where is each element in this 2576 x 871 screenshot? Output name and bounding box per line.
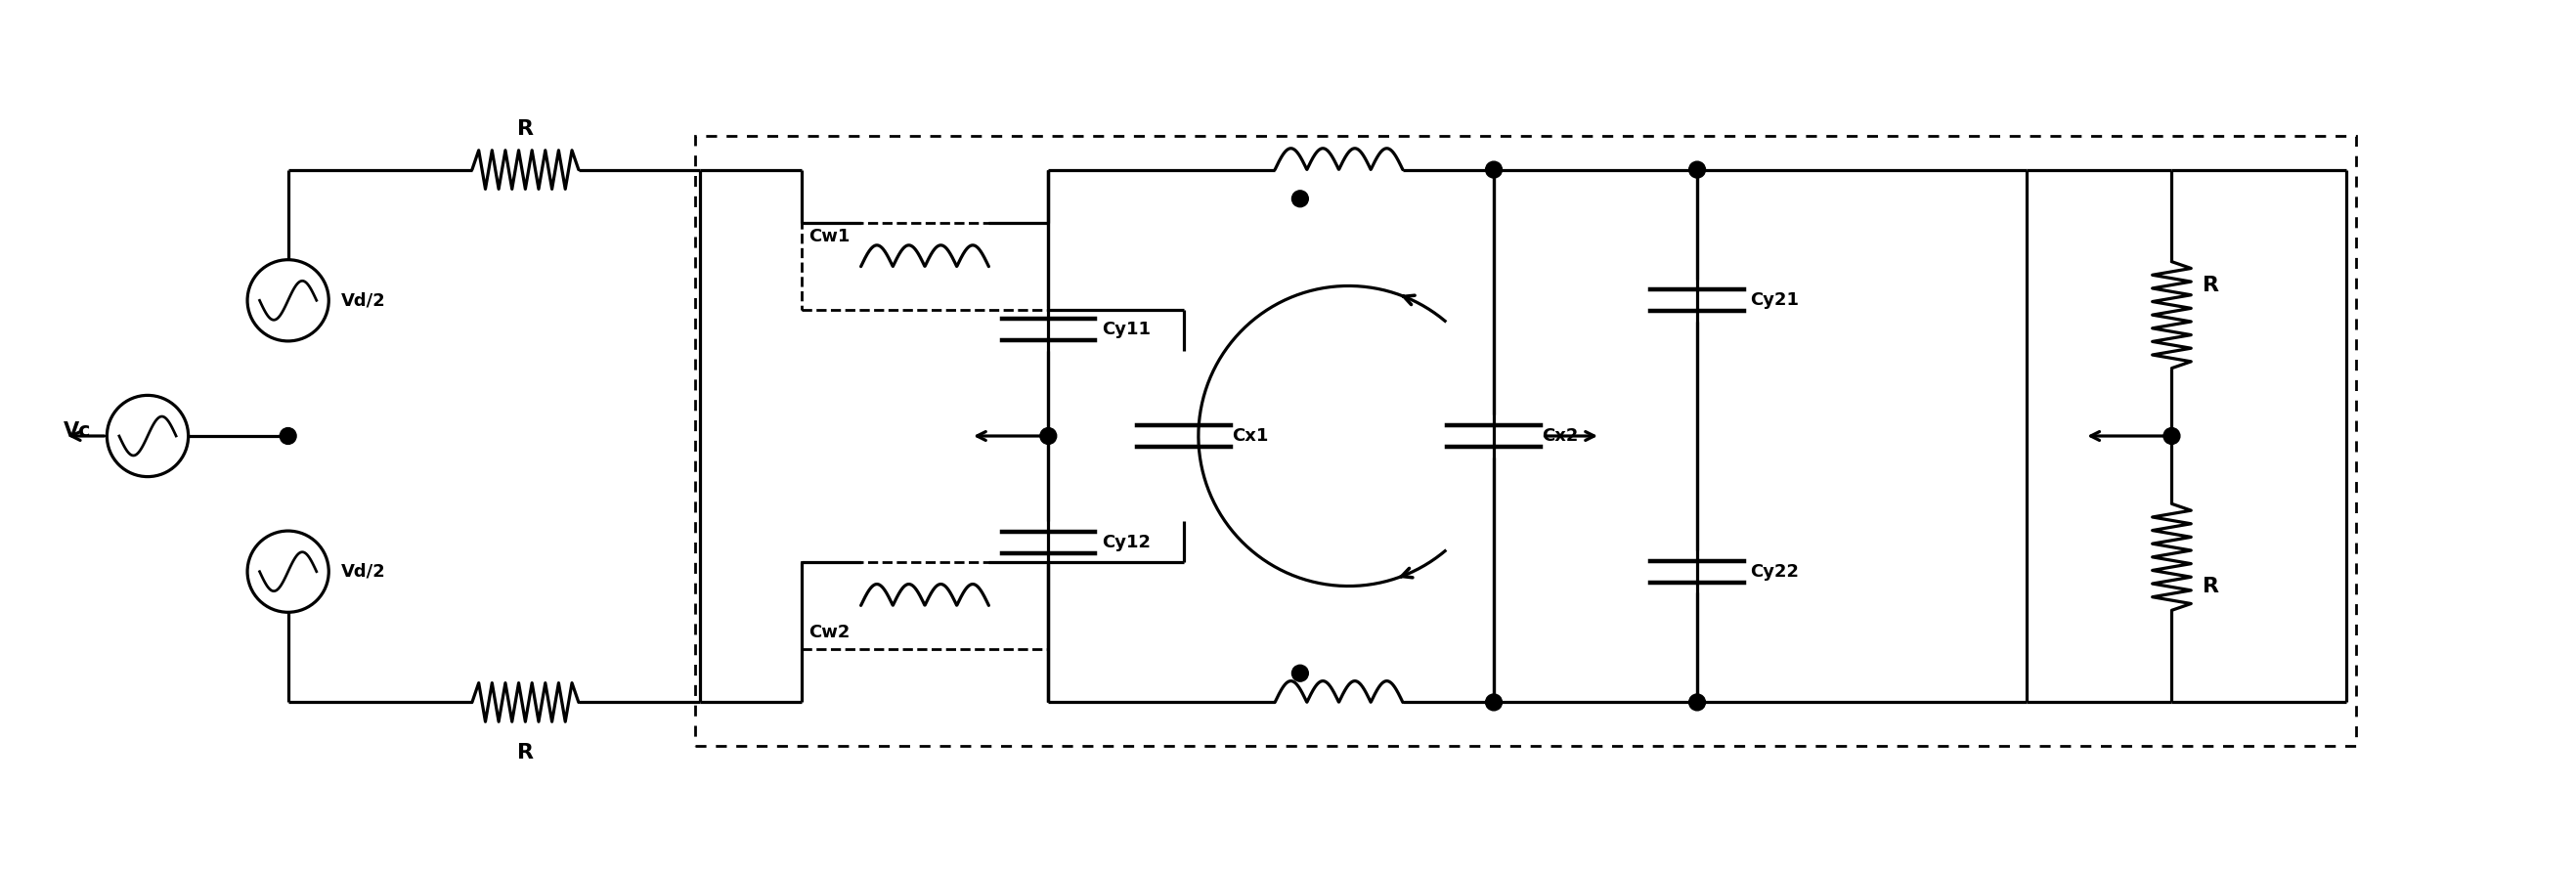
Circle shape xyxy=(1690,161,1705,178)
Circle shape xyxy=(1486,694,1502,711)
Circle shape xyxy=(1293,191,1309,207)
Text: Vd/2: Vd/2 xyxy=(343,292,386,309)
Text: Cw2: Cw2 xyxy=(809,624,850,641)
Circle shape xyxy=(1041,428,1056,444)
Text: R: R xyxy=(2202,276,2221,295)
Text: Cx2: Cx2 xyxy=(1543,427,1579,445)
Circle shape xyxy=(1486,161,1502,178)
Text: Cy21: Cy21 xyxy=(1752,292,1798,309)
Text: R: R xyxy=(518,743,533,762)
Text: Vc: Vc xyxy=(64,422,93,441)
Circle shape xyxy=(281,428,296,444)
Circle shape xyxy=(1293,665,1309,681)
Circle shape xyxy=(1690,694,1705,711)
Text: Cw1: Cw1 xyxy=(809,228,850,246)
Circle shape xyxy=(2164,428,2179,444)
Text: Cx1: Cx1 xyxy=(1231,427,1270,445)
Text: R: R xyxy=(518,119,533,138)
Text: Cy12: Cy12 xyxy=(1103,534,1151,551)
Text: Cy22: Cy22 xyxy=(1752,563,1798,580)
Text: R: R xyxy=(2202,577,2221,596)
Text: Cy11: Cy11 xyxy=(1103,321,1151,338)
Text: Vd/2: Vd/2 xyxy=(343,563,386,580)
